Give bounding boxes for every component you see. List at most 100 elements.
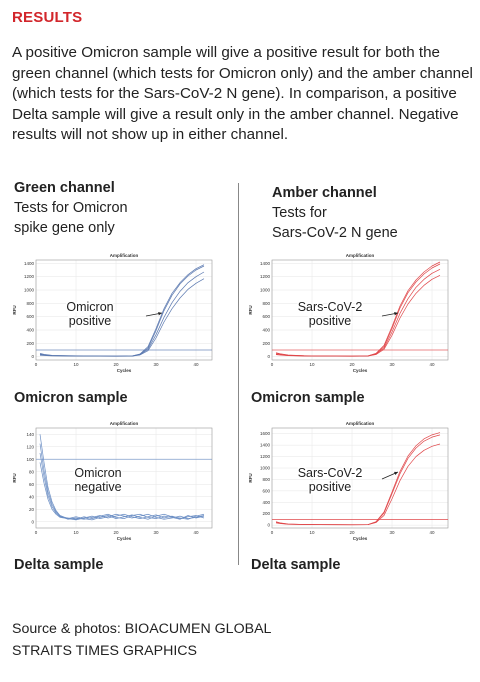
x-tick-label: 10 <box>309 362 315 367</box>
annotation-label: positive <box>309 480 351 494</box>
x-tick-label: 20 <box>349 530 355 535</box>
annotation-label: positive <box>309 314 351 328</box>
y-tick-label: 600 <box>26 314 34 319</box>
y-tick-label: 1400 <box>260 443 271 448</box>
source-credit: Source & photos: BIOACUMEN GLOBAL STRAIT… <box>12 619 271 662</box>
annotation-arrow-head <box>158 311 162 316</box>
series-line <box>39 434 205 521</box>
y-axis-label: RFU <box>248 473 253 482</box>
series-line <box>39 264 205 357</box>
x-tick-label: 30 <box>153 530 159 535</box>
y-tick-label: 400 <box>262 500 270 505</box>
x-tick-label: 0 <box>271 530 274 535</box>
y-tick-label: 0 <box>31 519 34 524</box>
x-axis-label: Cycles <box>353 536 368 541</box>
x-tick-label: 40 <box>429 530 435 535</box>
annotation-label: negative <box>74 480 121 494</box>
annotation-arrow-head <box>394 311 398 316</box>
green-delta-sample-label: Delta sample <box>14 557 104 573</box>
amber-omicron-sample-label: Omicron sample <box>251 390 365 406</box>
series-line <box>275 443 441 526</box>
intro-paragraph: A positive Omicron sample will give a po… <box>12 44 473 143</box>
plot-frame <box>35 427 213 529</box>
x-axis-label: Cycles <box>117 368 132 373</box>
y-tick-label: 400 <box>26 328 34 333</box>
green-channel-subtitle-line-2: spike gene only <box>14 220 115 236</box>
y-tick-label: 400 <box>262 328 270 333</box>
y-tick-label: 600 <box>262 314 270 319</box>
y-tick-label: 140 <box>26 432 34 437</box>
series-line <box>39 443 205 520</box>
y-axis-label: RFU <box>12 305 17 314</box>
y-tick-label: 200 <box>262 341 270 346</box>
x-tick-label: 20 <box>349 362 355 367</box>
x-tick-label: 10 <box>73 530 79 535</box>
annotation-label: Sars-CoV-2 <box>298 466 363 480</box>
y-tick-label: 0 <box>267 523 270 528</box>
green-channel-header: Green channel Tests for Omicron spike ge… <box>14 178 128 238</box>
y-tick-label: 20 <box>29 507 35 512</box>
y-tick-label: 200 <box>262 511 270 516</box>
column-divider <box>238 183 239 565</box>
x-tick-label: 20 <box>113 530 119 535</box>
annotation-label: Omicron <box>66 300 113 314</box>
y-tick-label: 1600 <box>260 431 271 436</box>
source-line-2: STRAITS TIMES GRAPHICS <box>12 642 197 659</box>
y-tick-label: 80 <box>29 469 35 474</box>
series-line <box>275 275 441 357</box>
x-tick-label: 0 <box>35 362 38 367</box>
y-tick-label: 1000 <box>24 288 35 293</box>
x-axis-label: Cycles <box>117 536 132 541</box>
amber-omicron-chart: Amplification 0 200 400 600 800 1000 1200 1400 0 1… <box>248 253 449 373</box>
chart-title: Amplification <box>110 421 139 426</box>
green-delta-chart: Amplification 0 20 40 60 80 100 120 140 0 10 20 30 40… <box>12 421 213 541</box>
green-omicron-chart: Amplification 0 200 400 600 800 1000 1200 1400 0 1… <box>12 253 213 373</box>
x-tick-label: 0 <box>35 530 38 535</box>
amber-channel-subtitle-line-2: Sars-CoV-2 N gene <box>272 225 398 241</box>
chart-title: Amplification <box>346 253 375 258</box>
x-tick-label: 40 <box>193 530 199 535</box>
x-axis-label: Cycles <box>353 368 368 373</box>
y-tick-label: 800 <box>26 301 34 306</box>
y-tick-label: 120 <box>26 444 34 449</box>
chart-title: Amplification <box>110 253 139 258</box>
x-tick-label: 40 <box>193 362 199 367</box>
x-tick-label: 30 <box>389 362 395 367</box>
results-title: RESULTS <box>12 9 83 26</box>
y-axis-label: RFU <box>12 473 17 482</box>
annotation-arrow-head <box>394 471 398 476</box>
amber-channel-header: Amber channel Tests for Sars-CoV-2 N gen… <box>272 183 398 243</box>
annotation-label: Omicron <box>74 466 121 480</box>
y-tick-label: 1200 <box>260 454 271 459</box>
y-tick-label: 1200 <box>24 274 35 279</box>
annotation-label: positive <box>69 314 111 328</box>
plot-frame <box>35 259 213 361</box>
y-tick-label: 40 <box>29 494 35 499</box>
green-channel-title: Green channel <box>14 180 115 196</box>
series-line <box>39 278 205 357</box>
x-tick-label: 0 <box>271 362 274 367</box>
y-tick-label: 200 <box>26 341 34 346</box>
series-line <box>39 452 205 520</box>
y-tick-label: 1000 <box>260 466 271 471</box>
x-tick-label: 10 <box>309 530 315 535</box>
amber-delta-sample-label: Delta sample <box>251 557 341 573</box>
x-tick-label: 10 <box>73 362 79 367</box>
y-axis-label: RFU <box>248 305 253 314</box>
green-channel-subtitle-line-1: Tests for Omicron <box>14 200 128 216</box>
x-tick-label: 30 <box>389 530 395 535</box>
y-tick-label: 100 <box>26 457 34 462</box>
x-tick-label: 40 <box>429 362 435 367</box>
series-line <box>39 462 205 521</box>
x-tick-label: 30 <box>153 362 159 367</box>
y-tick-label: 1400 <box>24 261 35 266</box>
y-tick-label: 1400 <box>260 261 271 266</box>
amber-channel-title: Amber channel <box>272 185 377 201</box>
y-tick-label: 600 <box>262 488 270 493</box>
plot-frame <box>271 259 449 361</box>
chart-title: Amplification <box>346 421 375 426</box>
y-tick-label: 800 <box>262 477 270 482</box>
source-line-1: Source & photos: BIOACUMEN GLOBAL <box>12 621 272 637</box>
y-tick-label: 800 <box>262 301 270 306</box>
y-tick-label: 1000 <box>260 288 271 293</box>
